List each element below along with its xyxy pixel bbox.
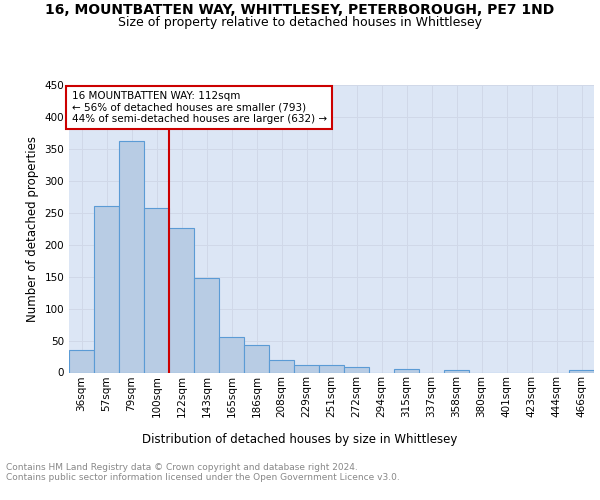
Text: Contains HM Land Registry data © Crown copyright and database right 2024.
Contai: Contains HM Land Registry data © Crown c… [6, 462, 400, 482]
Bar [94, 206, 119, 372]
Bar [569, 370, 594, 372]
Bar [444, 370, 469, 372]
Bar [144, 208, 169, 372]
Bar [169, 228, 194, 372]
Bar [269, 360, 294, 372]
Bar [344, 368, 369, 372]
Text: Distribution of detached houses by size in Whittlesey: Distribution of detached houses by size … [142, 432, 458, 446]
Bar [69, 350, 94, 372]
Bar [244, 345, 269, 372]
Y-axis label: Number of detached properties: Number of detached properties [26, 136, 39, 322]
Bar [194, 278, 219, 372]
Bar [294, 365, 319, 372]
Bar [119, 140, 144, 372]
Text: 16 MOUNTBATTEN WAY: 112sqm
← 56% of detached houses are smaller (793)
44% of sem: 16 MOUNTBATTEN WAY: 112sqm ← 56% of deta… [71, 91, 327, 124]
Bar [319, 365, 344, 372]
Bar [394, 368, 419, 372]
Text: 16, MOUNTBATTEN WAY, WHITTLESEY, PETERBOROUGH, PE7 1ND: 16, MOUNTBATTEN WAY, WHITTLESEY, PETERBO… [46, 2, 554, 16]
Bar [219, 338, 244, 372]
Text: Size of property relative to detached houses in Whittlesey: Size of property relative to detached ho… [118, 16, 482, 29]
